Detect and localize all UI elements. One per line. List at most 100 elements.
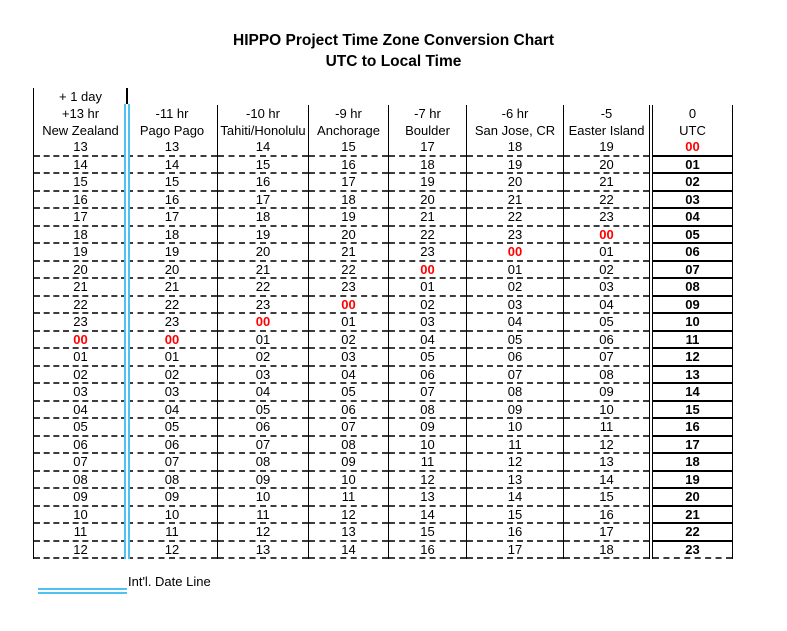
local-time-cell: 00	[564, 227, 649, 244]
local-time-cell: 02	[389, 297, 466, 314]
local-time-cell: 10	[389, 437, 466, 454]
local-time-cell: 19	[309, 209, 388, 227]
local-time-cell: 06	[564, 332, 649, 349]
local-time-cell: 10	[309, 472, 388, 489]
local-time-cell: 18	[127, 227, 217, 244]
local-time-cell: 09	[467, 402, 563, 419]
local-time-cell: 13	[564, 454, 649, 472]
local-time-cell: 16	[127, 192, 217, 209]
utc-time-cell: 04	[653, 209, 732, 227]
local-time-cell: 10	[467, 419, 563, 437]
local-time-cell: 20	[127, 262, 217, 279]
local-time-cell: 20	[34, 262, 127, 279]
column-tahiti-honolulu: -10 hr Tahiti/Honolulu 14 15 16 17 18 19 20 21 22 2…	[217, 105, 308, 559]
column-city-label: Easter Island	[568, 123, 645, 138]
local-time-cell: 22	[467, 209, 563, 227]
local-time-cell: 04	[564, 297, 649, 314]
local-time-cell: 11	[34, 524, 127, 542]
local-time-cell: 03	[218, 367, 308, 384]
local-time-cell: 17	[467, 542, 563, 559]
local-time-cell: 20	[309, 227, 388, 244]
local-time-cell: 04	[127, 402, 217, 419]
column-city-label: New Zealand	[42, 123, 119, 138]
local-time-cell: 08	[34, 472, 127, 489]
local-time-cell: 19	[218, 227, 308, 244]
local-time-cell: 13	[127, 139, 217, 157]
local-time-cell: 23	[564, 209, 649, 227]
local-time-cell: 03	[389, 314, 466, 332]
local-time-cell: 10	[34, 507, 127, 524]
utc-time-cell: 21	[653, 507, 732, 524]
local-time-cell: 20	[564, 157, 649, 174]
local-time-cell: 12	[564, 437, 649, 454]
local-time-cell: 06	[127, 437, 217, 454]
local-time-cell: 02	[564, 262, 649, 279]
local-time-cell: 20	[218, 244, 308, 262]
local-time-cell: 22	[564, 192, 649, 209]
local-time-cell: 02	[218, 349, 308, 367]
local-time-cell: 05	[389, 349, 466, 367]
local-time-cell: 13	[309, 524, 388, 542]
utc-time-cell: 03	[653, 192, 732, 209]
utc-time-cell: 08	[653, 279, 732, 297]
local-time-cell: 09	[218, 472, 308, 489]
local-time-cell: 21	[467, 192, 563, 209]
local-time-cell: 01	[309, 314, 388, 332]
local-time-cell: 12	[34, 542, 127, 559]
local-time-cell: 22	[34, 297, 127, 314]
column-city-label: Pago Pago	[139, 123, 205, 138]
local-time-columns: + 1 day +13 hr New Zealand 13 14 15 16 17 18 19 20…	[33, 88, 650, 559]
chart-title: HIPPO Project Time Zone Conversion Chart	[233, 32, 554, 49]
local-time-cell: 22	[127, 297, 217, 314]
column-city-label: San Jose, CR	[474, 123, 556, 138]
local-time-cell: 05	[564, 314, 649, 332]
local-time-cell: 07	[389, 384, 466, 402]
utc-time-cell: 15	[653, 402, 732, 419]
utc-time-cell: 06	[653, 244, 732, 262]
local-time-cell: 09	[389, 419, 466, 437]
local-time-cell: 12	[389, 472, 466, 489]
utc-time-cell: 09	[653, 297, 732, 314]
local-time-cell: 16	[218, 174, 308, 192]
local-time-cell: 02	[127, 367, 217, 384]
local-time-cell: 09	[309, 454, 388, 472]
local-time-cell: 22	[389, 227, 466, 244]
local-time-cell: 02	[34, 367, 127, 384]
local-time-cell: 07	[467, 367, 563, 384]
local-time-cell: 17	[389, 139, 466, 157]
local-time-cell: 23	[467, 227, 563, 244]
utc-time-cell: 17	[653, 437, 732, 454]
local-time-cell: 09	[564, 384, 649, 402]
local-time-cell: 18	[218, 209, 308, 227]
local-time-cell: 23	[309, 279, 388, 297]
utc-time-cell: 18	[653, 454, 732, 472]
utc-time-cell: 20	[653, 489, 732, 507]
column-new-zealand: + 1 day +13 hr New Zealand 13 14 15 16 17 18 19 20…	[33, 88, 127, 559]
local-time-cell: 15	[34, 174, 127, 192]
local-time-cell: 08	[218, 454, 308, 472]
local-time-cell: 17	[34, 209, 127, 227]
local-time-cell: 14	[309, 542, 388, 559]
local-time-cell: 01	[218, 332, 308, 349]
local-time-cell: 15	[218, 157, 308, 174]
local-time-cell: 01	[467, 262, 563, 279]
utc-time-cell: 01	[653, 157, 732, 174]
column-offset-label: -6 hr	[501, 106, 529, 121]
column-utc: 0 UTC 00 01 02 03 04 05 06 07 08 09 10 11 12 13 14 15 16 17…	[652, 105, 733, 559]
column-boulder: -7 hr Boulder 17 18 19 20 21 22 23 00 01 02 03 04 05 06…	[388, 105, 466, 559]
local-time-cell: 19	[127, 244, 217, 262]
chart-subtitle: UTC to Local Time	[325, 53, 462, 70]
local-time-cell: 05	[34, 419, 127, 437]
utc-time-cell: 05	[653, 227, 732, 244]
local-time-cell: 03	[127, 384, 217, 402]
local-time-cell: 18	[389, 157, 466, 174]
local-time-cell: 20	[389, 192, 466, 209]
utc-time-cell: 10	[653, 314, 732, 332]
local-time-cell: 22	[218, 279, 308, 297]
column-offset-label: -9 hr	[335, 106, 362, 121]
local-time-cell: 04	[467, 314, 563, 332]
local-time-cell: 05	[467, 332, 563, 349]
local-time-cell: 10	[564, 402, 649, 419]
local-time-cell: 21	[34, 279, 127, 297]
